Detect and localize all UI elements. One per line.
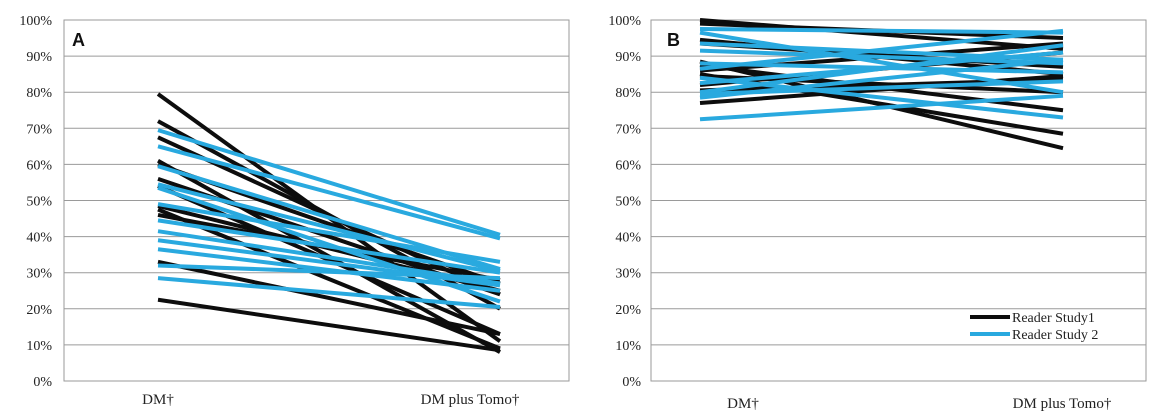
legend-label-study1: Reader Study1 (1012, 311, 1095, 326)
y-axis-ticks: 0% 10% 20% 30% 40% 50% 60% 70% 80% 90% 100% (19, 14, 52, 390)
study2-reader-line-4 (699, 48, 1064, 66)
category-label-dm-plus-tomo: DM plus Tomo† (1013, 396, 1112, 412)
y-tick-label: 90% (615, 50, 641, 65)
legend-label-study2: Reader Study 2 (1012, 328, 1098, 343)
y-tick-label: 20% (26, 303, 52, 318)
study2-reader-line-12 (699, 93, 1064, 122)
y-tick-label: 40% (26, 231, 52, 246)
y-tick-label: 100% (19, 14, 52, 29)
y-tick-label: 90% (26, 50, 52, 65)
y-tick-label: 60% (26, 158, 52, 173)
study1-reader-line-9 (157, 207, 501, 351)
y-tick-label: 80% (26, 86, 52, 101)
study2-reader-line-2 (157, 144, 501, 241)
study2-reader-line-11 (699, 57, 1064, 100)
category-label-dm: DM† (727, 396, 759, 412)
y-tick-label: 60% (615, 158, 641, 173)
study1-reader-line-12 (157, 297, 501, 353)
y-tick-label: 0% (622, 375, 641, 390)
study2-reader-line-1 (157, 128, 501, 237)
category-label-dm: DM† (142, 392, 174, 408)
category-label-dm-plus-tomo: DM plus Tomo† (421, 392, 520, 408)
study2-reader-line-6 (157, 202, 501, 264)
study2-reader-line-7 (157, 218, 501, 275)
series-lines (156, 92, 502, 354)
y-tick-label: 70% (615, 122, 641, 137)
study2-reader-line-1 (699, 27, 1064, 35)
y-tick-label: 10% (615, 339, 641, 354)
y-tick-label: 50% (26, 195, 52, 210)
grid-lines (651, 55, 1146, 346)
panel-label: A (72, 30, 85, 50)
y-tick-label: 30% (615, 267, 641, 282)
y-tick-label: 40% (615, 231, 641, 246)
panel-label: B (667, 30, 680, 50)
study1-reader-line-7 (157, 184, 501, 336)
study2-reader-line-12 (157, 276, 501, 309)
y-tick-label: 20% (615, 303, 641, 318)
series-lines (699, 18, 1064, 151)
grid-lines (64, 55, 569, 346)
y-tick-label: 30% (26, 267, 52, 282)
legend: Reader Study1 Reader Study 2 (970, 311, 1098, 343)
y-tick-label: 50% (615, 195, 641, 210)
y-tick-label: 80% (615, 86, 641, 101)
study2-reader-line-4 (157, 182, 501, 273)
panel-b: 0%10%20%30%40%50%60%70%80%90%100% B DM† … (608, 14, 1147, 412)
study2-reader-line-11 (157, 263, 501, 281)
y-tick-label: 0% (33, 375, 52, 390)
y-tick-label: 100% (608, 14, 641, 29)
study2-reader-line-9 (699, 43, 1064, 95)
study2-reader-line-6 (699, 28, 1064, 71)
y-tick-label: 70% (26, 122, 52, 137)
study1-reader-line-11 (157, 259, 501, 337)
panel-a: 0%10%20%30%40%50%60%70%80%90%100% A DM† … (19, 14, 570, 408)
y-tick-label: 10% (26, 339, 52, 354)
y-axis-ticks: 0% 10% 20% 30% 40% 50% 60% 70% 80% 90% 100% (608, 14, 641, 390)
